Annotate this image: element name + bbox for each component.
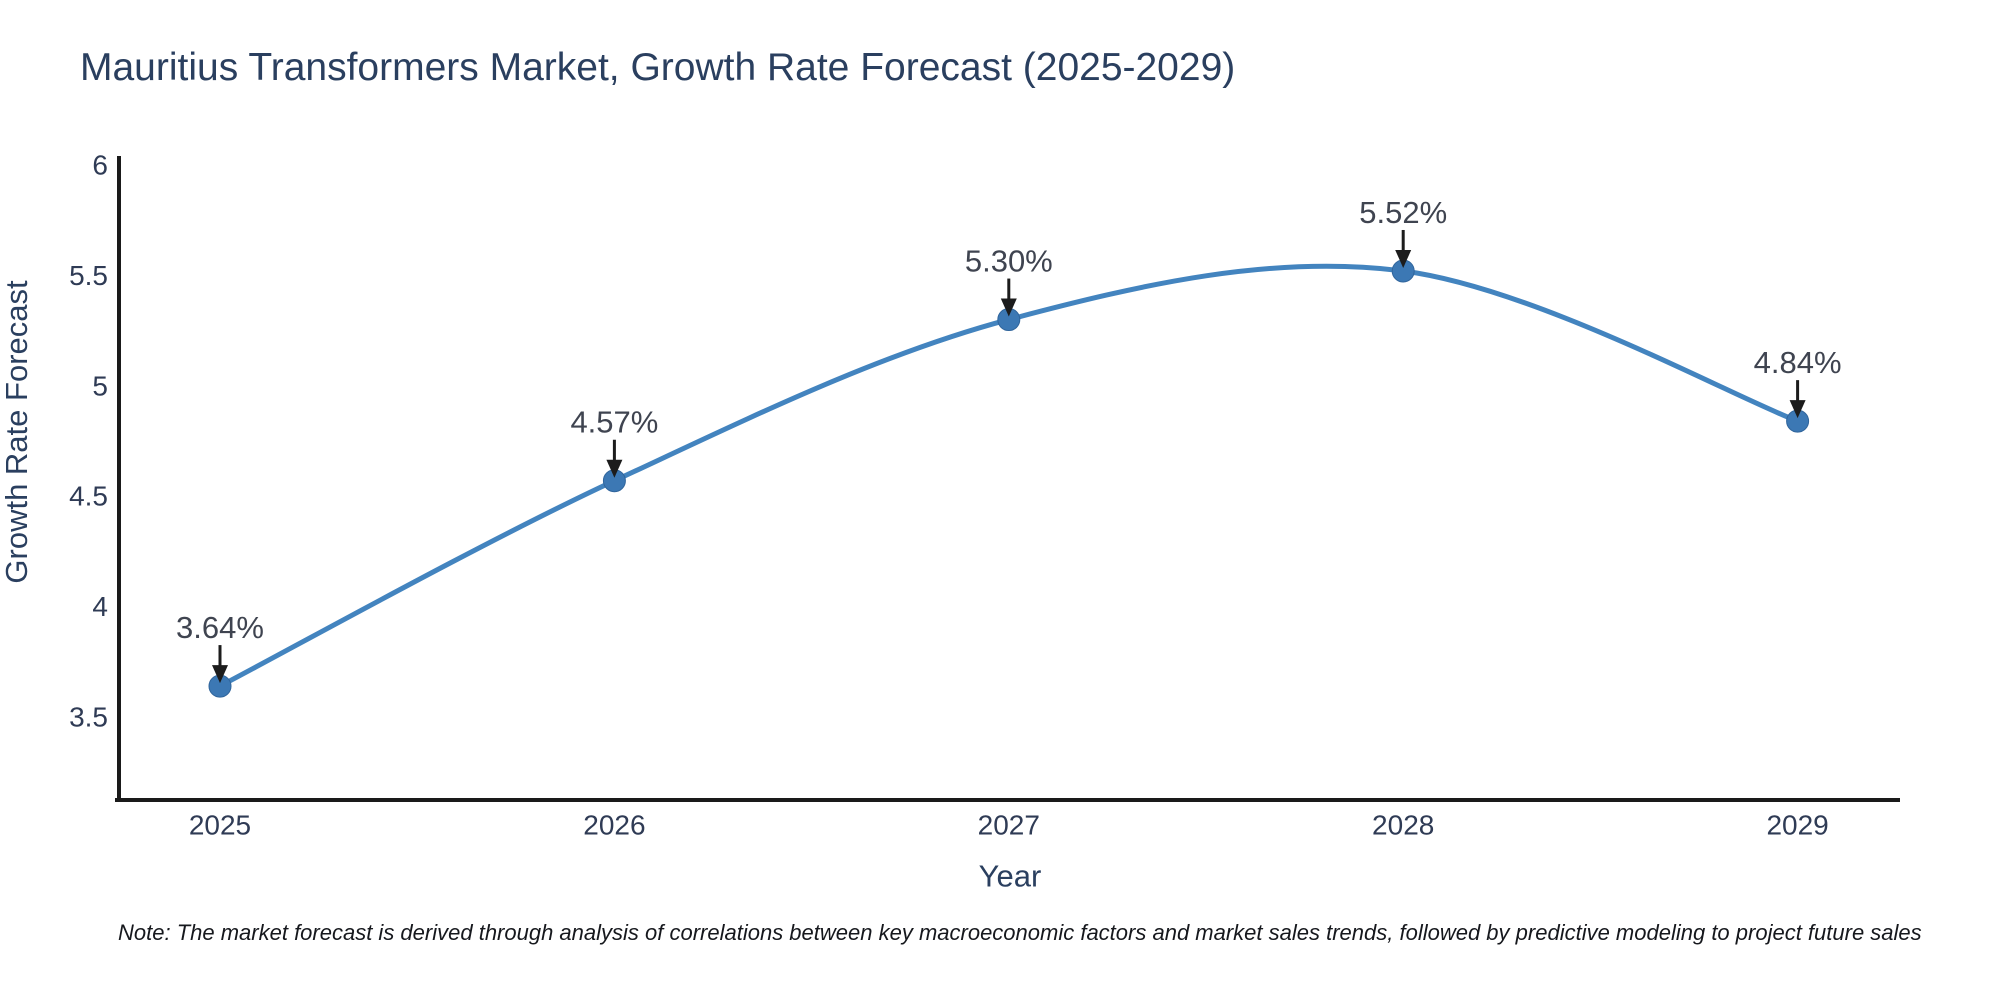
x-tick-label: 2028 bbox=[1372, 810, 1434, 841]
annotation-arrowhead bbox=[606, 459, 623, 478]
y-tick-label: 5 bbox=[92, 370, 108, 401]
x-tick-label: 2026 bbox=[583, 810, 645, 841]
point-annotation-label: 5.30% bbox=[965, 244, 1053, 279]
x-tick-label: 2025 bbox=[189, 810, 251, 841]
annotation-arrowhead bbox=[212, 665, 228, 684]
y-tick-label: 4.5 bbox=[69, 481, 108, 512]
point-annotation-label: 5.52% bbox=[1359, 195, 1447, 230]
annotation-arrowhead bbox=[1000, 298, 1017, 317]
point-annotation-label: 4.57% bbox=[570, 405, 658, 440]
x-tick-label: 2029 bbox=[1766, 810, 1828, 841]
point-annotation-label: 3.64% bbox=[176, 610, 264, 645]
y-tick-label: 6 bbox=[92, 150, 108, 181]
x-axis-title: Year bbox=[979, 859, 1042, 894]
annotation-arrowhead bbox=[1789, 400, 1806, 419]
y-tick-label: 4 bbox=[92, 591, 108, 622]
chart-title: Mauritius Transformers Market, Growth Ra… bbox=[80, 46, 1235, 89]
y-tick-label: 3.5 bbox=[69, 702, 108, 733]
y-axis-title: Growth Rate Forecast bbox=[0, 280, 34, 584]
x-tick-label: 2027 bbox=[978, 810, 1040, 841]
point-annotation-label: 4.84% bbox=[1754, 345, 1842, 380]
annotation-arrowhead bbox=[1395, 249, 1412, 268]
footnote: Note: The market forecast is derived thr… bbox=[118, 920, 1922, 945]
y-tick-label: 5.5 bbox=[69, 260, 108, 291]
